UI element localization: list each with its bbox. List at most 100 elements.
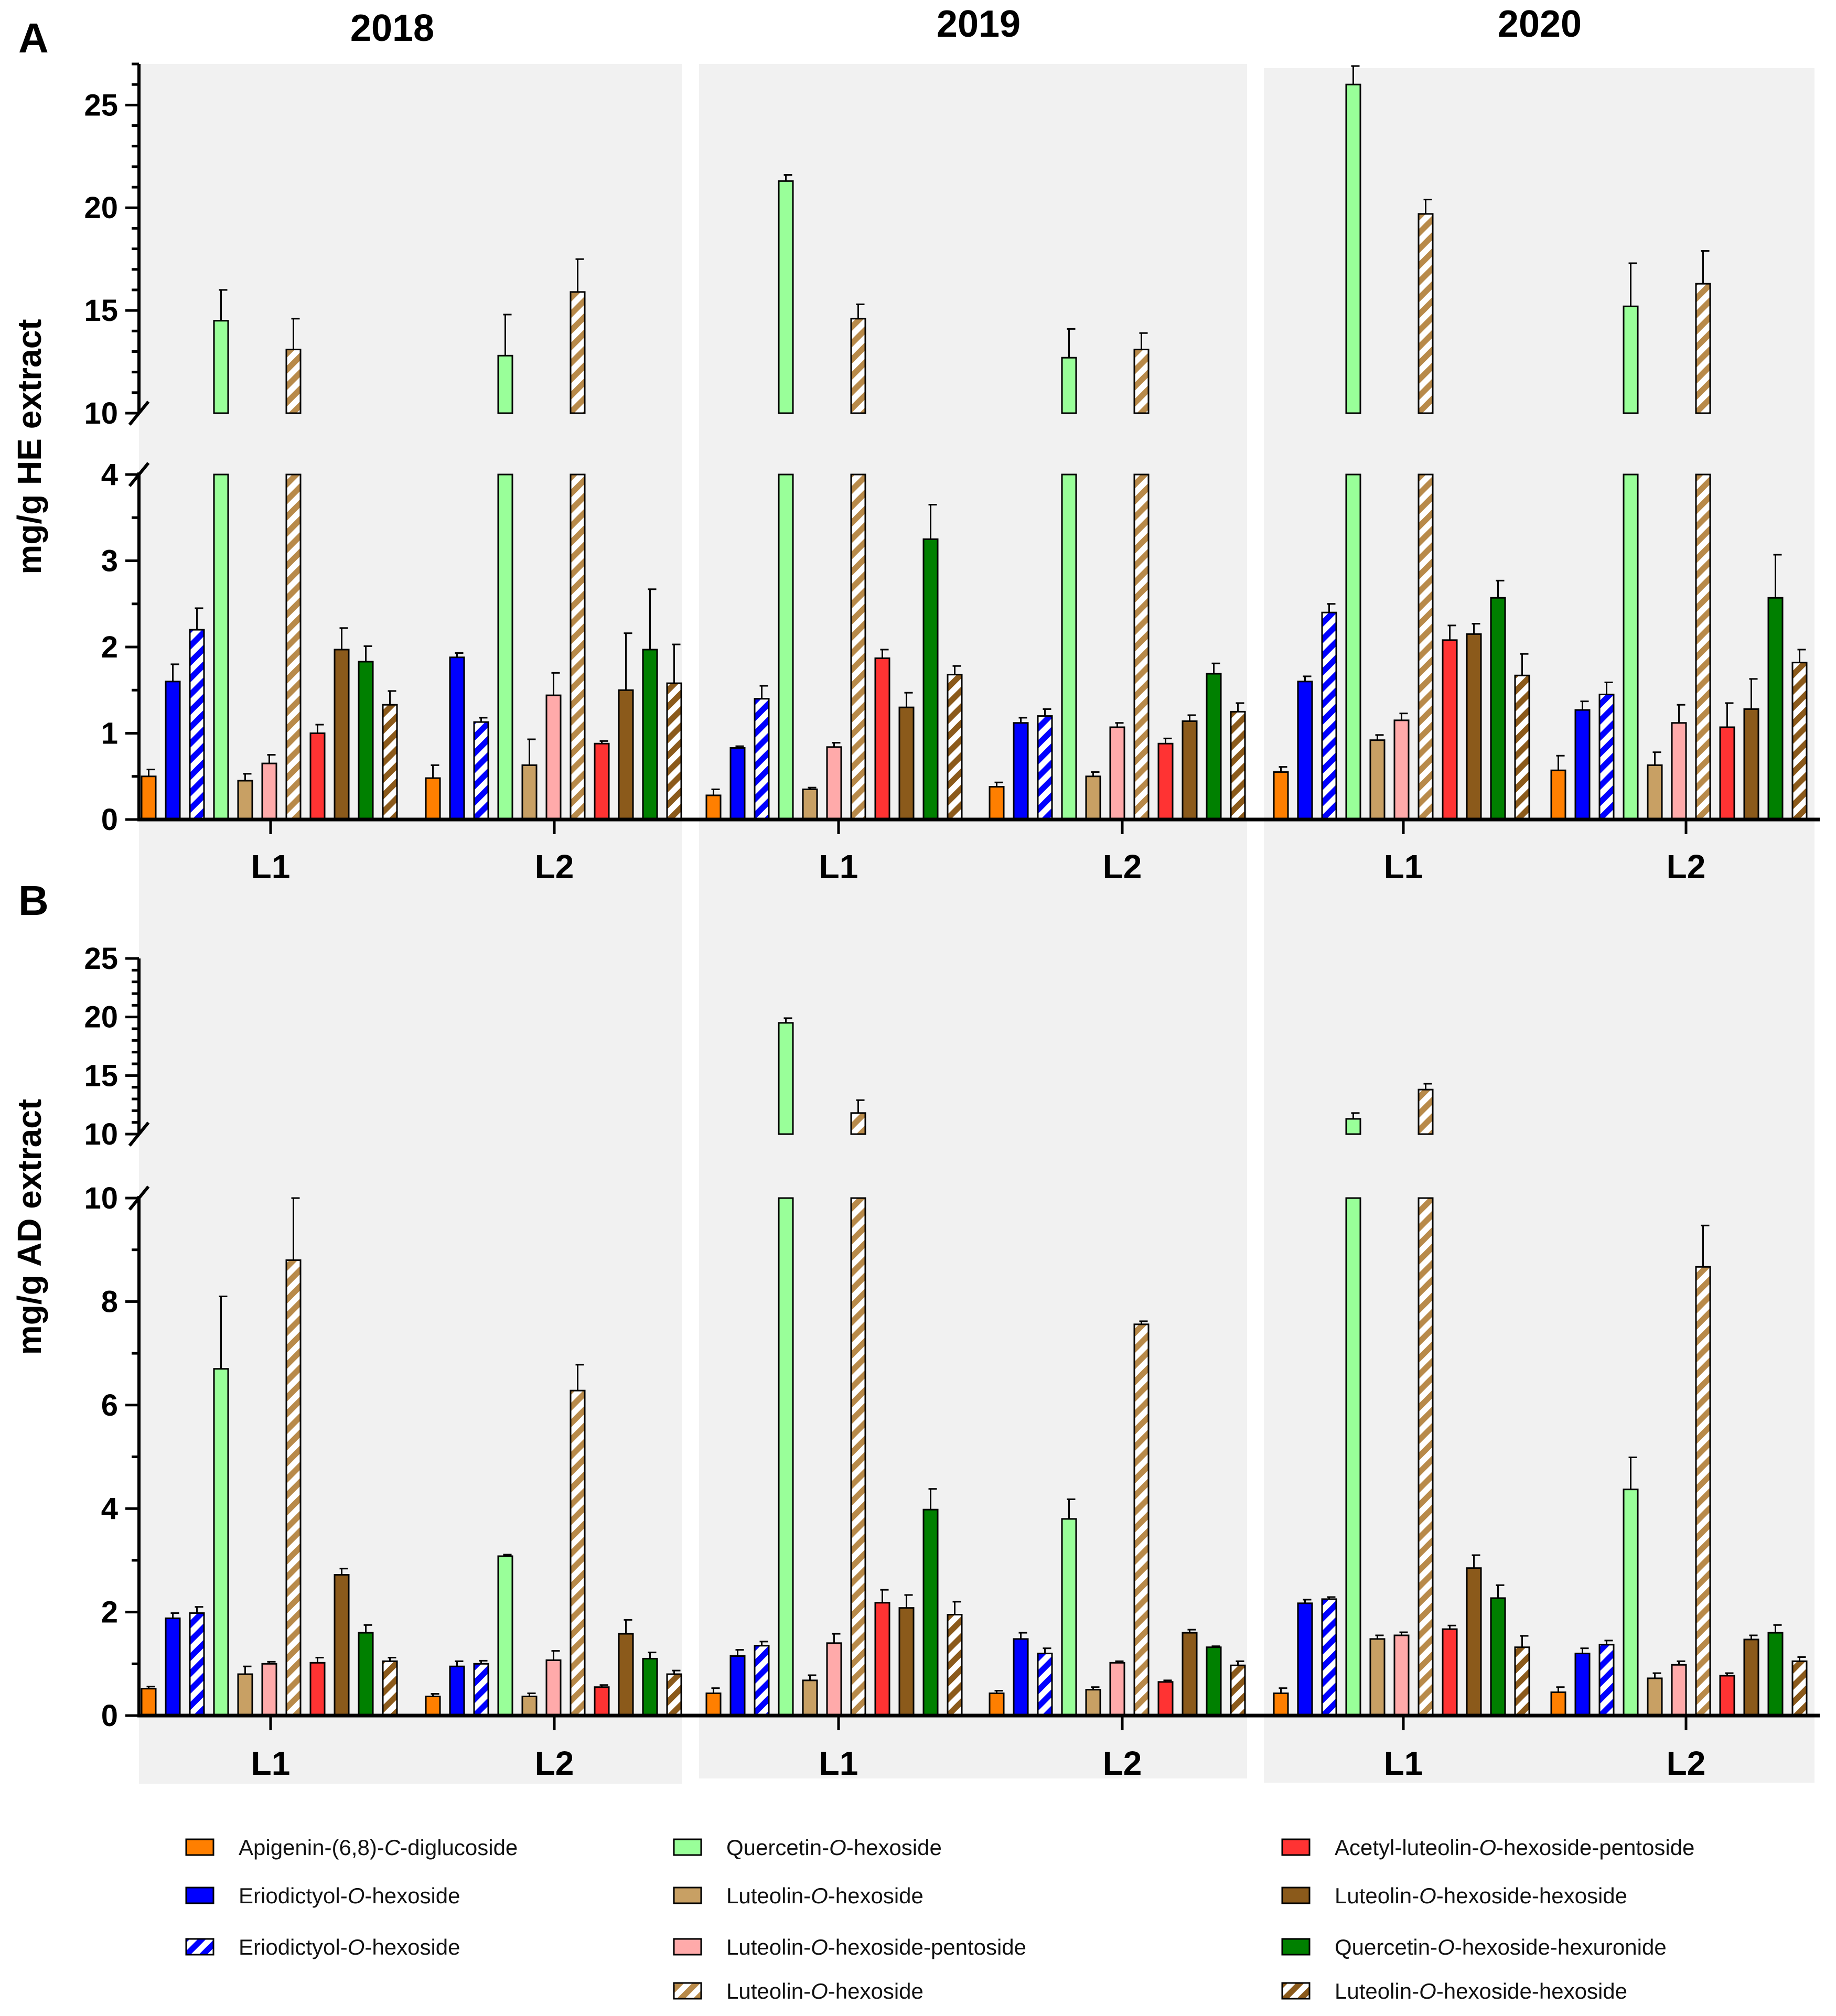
group-label-l1: L1: [819, 848, 858, 886]
bar-a-2020-l1-acetyl: [1442, 639, 1458, 821]
bar-b-2018-l2-eriod: [449, 1665, 465, 1717]
legend-swatch-querc: [673, 1838, 702, 1856]
bar-b-2019-l1-lut_h-upper: [850, 1112, 866, 1135]
legend-label-eriod: Eriodictyol-O-hexoside: [239, 1883, 460, 1908]
bar-b-2019-l2-lut: [1085, 1689, 1101, 1717]
bar-a-2019-l2-eriod_h: [1037, 715, 1053, 821]
legend-label-luthh_h: Luteolin-O-hexoside-hexoside: [1335, 1979, 1627, 2003]
bar-a-2020-l1-eriod_h: [1321, 611, 1337, 821]
y-tick-label: 10: [84, 396, 118, 430]
legend-swatch-acetyl: [1281, 1838, 1311, 1856]
bar-b-2020-l2-querc: [1623, 1489, 1639, 1717]
year-block-2018: [139, 64, 682, 1784]
bar-a-2018-l2-eriod_h: [473, 721, 489, 821]
bar-a-2018-l1-querc-lower: [213, 473, 229, 821]
bar-a-2019-l1-apigenin: [705, 794, 722, 821]
bar-a-2020-l2-lut_h-upper: [1695, 283, 1711, 414]
bar-a-2020-l1-luthh: [1466, 633, 1482, 821]
y-tick-label: 2: [101, 630, 118, 664]
group-label-l2: L2: [1103, 848, 1142, 886]
legend-swatch-eriod: [185, 1886, 214, 1904]
bar-a-2020-l1-apigenin: [1273, 771, 1289, 821]
bar-b-2020-l2-lut_pent: [1671, 1664, 1687, 1717]
bar-b-2019-l2-querc: [1061, 1518, 1077, 1717]
bar-b-2018-l1-apigenin: [141, 1688, 157, 1717]
bar-b-2019-l1-luthh: [898, 1607, 915, 1717]
bar-a-2019-l2-eriod: [1013, 722, 1029, 821]
legend-swatch-lut_pent: [673, 1938, 702, 1956]
bar-b-2019-l1-eriod: [729, 1655, 746, 1717]
bar-a-2018-l2-luthh: [618, 689, 634, 821]
bar-a-2018-l2-lut_h-lower: [570, 473, 586, 821]
bar-a-2019-l1-acetyl: [874, 657, 890, 821]
bar-b-2019-l2-acetyl: [1157, 1681, 1174, 1717]
bar-a-2019-l2-querc-lower: [1061, 473, 1077, 821]
bar-a-2019-l2-acetyl: [1157, 742, 1174, 821]
bar-b-2020-l2-eriod: [1574, 1653, 1591, 1717]
bar-b-2019-l2-lut_pent: [1109, 1662, 1125, 1717]
bar-b-2018-l2-querc: [497, 1555, 513, 1717]
bar-a-2018-l2-querc-upper: [497, 354, 513, 414]
bar-b-2019-l2-eriod_h: [1037, 1653, 1053, 1717]
bar-b-2020-l2-apigenin: [1550, 1691, 1566, 1717]
bar-b-2020-l1-apigenin: [1273, 1692, 1289, 1717]
bar-a-2019-l2-querc-upper: [1061, 357, 1077, 414]
bar-a-2018-l1-lut_h-upper: [285, 349, 302, 414]
group-label-l2: L2: [535, 848, 574, 886]
bar-b-2019-l1-lut_pent: [826, 1642, 842, 1717]
bar-a-2020-l2-lut: [1647, 764, 1663, 821]
bar-b-2019-l2-eriod: [1013, 1638, 1029, 1717]
bar-b-2018-l1-lut: [237, 1673, 253, 1717]
legend-swatch-luthh: [1281, 1886, 1311, 1904]
bar-a-2019-l1-eriod: [729, 747, 746, 821]
bar-a-2019-l2-querc_hex: [1206, 673, 1222, 821]
bar-b-2019-l1-lut: [802, 1679, 818, 1717]
bar-a-2020-l1-lut_h-lower: [1418, 473, 1434, 821]
bar-b-2019-l2-apigenin: [989, 1692, 1005, 1717]
legend-item-lut_h: Luteolin-O-hexoside: [673, 1979, 924, 2003]
bar-b-2020-l1-luthh: [1466, 1567, 1482, 1717]
bar-b-2018-l1-lut_pent: [261, 1663, 277, 1717]
bar-a-2019-l1-eriod_h: [754, 698, 770, 821]
legend-swatch-lut_h: [673, 1982, 702, 2000]
bar-a-2019-l1-querc_hex: [922, 538, 939, 821]
bar-b-2019-l1-lut_h-lower: [850, 1197, 866, 1717]
bar-b-2020-l1-luthh_h: [1514, 1646, 1530, 1717]
legend-item-lut_pent: Luteolin-O-hexoside-pentoside: [673, 1935, 1026, 1959]
legend-item-lut: Luteolin-O-hexoside: [673, 1883, 924, 1908]
bar-a-2020-l2-eriod_h: [1598, 693, 1615, 821]
y-tick-label: 3: [101, 544, 118, 578]
bar-b-2020-l1-lut_pent: [1393, 1634, 1410, 1717]
bar-a-2019-l1-lut_h-lower: [850, 473, 866, 821]
y-tick-label: 2: [101, 1595, 118, 1630]
bar-a-2020-l1-querc-upper: [1345, 83, 1361, 414]
bar-a-2020-l1-luthh_h: [1514, 674, 1530, 821]
bar-a-2018-l2-lut_h-upper: [570, 291, 586, 414]
legend-label-lut: Luteolin-O-hexoside: [726, 1883, 924, 1908]
bar-a-2018-l1-acetyl: [309, 732, 326, 821]
bar-a-2020-l1-querc-lower: [1345, 473, 1361, 821]
bar-b-2020-l1-querc_hex: [1490, 1597, 1506, 1717]
bar-b-2018-l2-luthh_h: [666, 1673, 682, 1717]
legend-item-apigenin: Apigenin-(6,8)-C-diglucoside: [185, 1835, 518, 1860]
y-tick-label: 10: [84, 1181, 118, 1215]
bar-b-2020-l2-querc_hex: [1767, 1632, 1784, 1717]
bar-b-2019-l2-lut_h: [1133, 1323, 1150, 1717]
legend: Apigenin-(6,8)-C-diglucoside Eriodictyol-…: [185, 1835, 1694, 2003]
bar-a-2018-l1-eriod_h: [189, 629, 205, 821]
y-tick-label: 8: [101, 1285, 118, 1319]
bar-a-2018-l2-lut_pent: [545, 694, 562, 821]
bar-b-2018-l1-acetyl: [309, 1662, 326, 1717]
bar-b-2018-l2-querc_hex: [642, 1657, 658, 1717]
bar-a-2020-l2-eriod: [1574, 709, 1591, 821]
y-tick-label: 6: [101, 1388, 118, 1422]
bar-b-2019-l2-luthh: [1182, 1632, 1198, 1717]
bar-b-2020-l2-acetyl: [1719, 1675, 1735, 1717]
bar-b-2018-l2-lut_h: [570, 1389, 586, 1717]
panel-label-a: A: [18, 15, 49, 61]
group-label-l2: L2: [1103, 1744, 1142, 1782]
legend-label-acetyl: Acetyl-luteolin-O-hexoside-pentoside: [1335, 1835, 1694, 1860]
bar-a-2019-l1-lut_pent: [826, 746, 842, 821]
bar-a-2019-l2-lut_h-upper: [1133, 349, 1150, 414]
